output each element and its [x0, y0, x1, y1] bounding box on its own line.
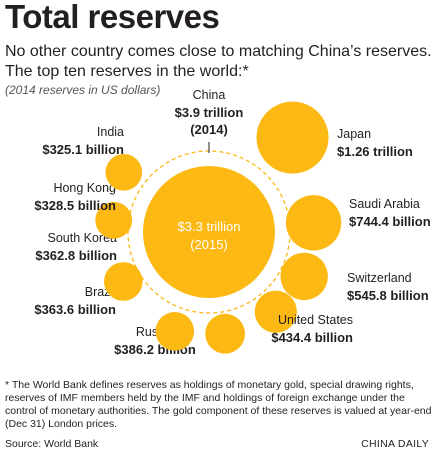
country-value-switzerland: $545.8 billion [347, 288, 429, 303]
publisher-credit: CHINA DAILY [361, 438, 429, 450]
china-2014-value: $3.9 trillion [175, 105, 244, 120]
bubble-russia [205, 313, 246, 354]
country-value-japan: $1.26 trillion [337, 144, 413, 159]
country-value-india: $325.1 billion [42, 142, 124, 157]
footnote: * The World Bank defines reserves as hol… [5, 379, 432, 430]
bubble-south-korea [104, 262, 143, 301]
bubble-japan [256, 101, 329, 174]
bubble-saudi-arabia [285, 195, 342, 251]
china-2014-year: (2014) [190, 122, 228, 137]
bubble-chart: $3.3 trillion (2015) China $3.9 trillion… [34, 88, 431, 357]
country-value-saudi-arabia: $744.4 billion [349, 214, 431, 229]
bubble-switzerland [280, 252, 328, 301]
country-name-india: India [97, 125, 124, 139]
bubble-brazil [155, 312, 195, 351]
country-value-united-states: $434.4 billion [271, 330, 353, 345]
country-name-united-states: United States [278, 313, 353, 327]
bubble-hong-kong [95, 201, 133, 239]
country-name-south-korea: South Korea [48, 231, 118, 245]
china-2015-bubble [143, 166, 275, 298]
bubble-india [105, 154, 143, 191]
china-name: China [193, 88, 226, 102]
country-value-hong-kong: $328.5 billion [34, 198, 116, 213]
china-2015-year: (2015) [190, 237, 228, 252]
country-name-switzerland: Switzerland [347, 271, 412, 285]
country-value-brazil: $363.6 billion [34, 302, 116, 317]
china-center-bubble-group: $3.3 trillion (2015) China $3.9 trillion… [143, 88, 275, 298]
country-name-hong-kong: Hong Kong [53, 181, 116, 195]
chart-title: Total reserves [5, 0, 220, 35]
country-name-japan: Japan [337, 127, 371, 141]
units-note: (2014 reserves in US dollars) [5, 83, 161, 97]
bubble-united-states [254, 290, 297, 333]
country-bubbles: Japan $1.26 trillion Saudi Arabia $744.4 bi… [34, 101, 431, 357]
china-2015-value: $3.3 trillion [178, 219, 241, 234]
country-value-south-korea: $362.8 billion [35, 248, 117, 263]
country-name-saudi-arabia: Saudi Arabia [349, 197, 420, 211]
chart-subtitle: No other country comes close to matching… [5, 43, 432, 80]
source-credit: Source: World Bank [5, 438, 99, 450]
